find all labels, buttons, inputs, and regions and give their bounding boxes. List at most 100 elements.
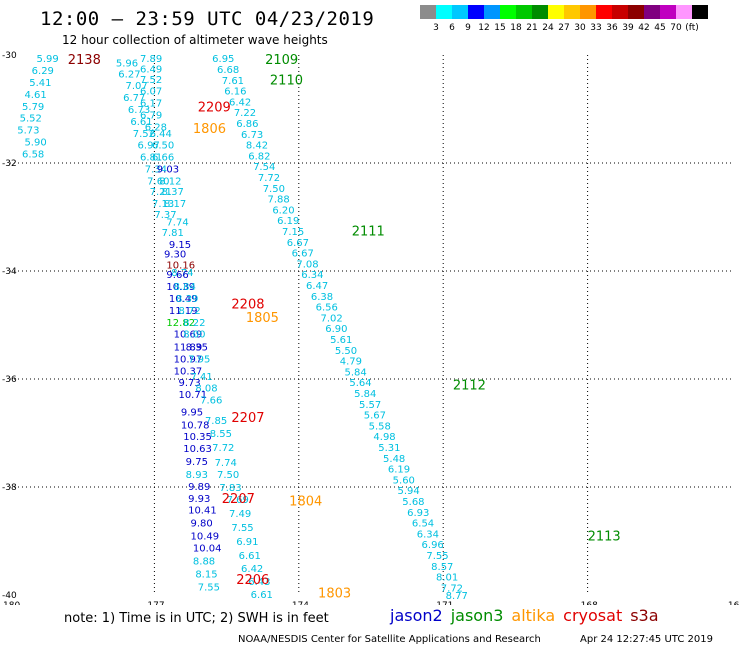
- wave-height-value: 6.95: [212, 54, 234, 65]
- wave-height-value: 10.37: [174, 366, 203, 377]
- wave-height-value: 6.86: [236, 119, 258, 130]
- wave-height-value: 10.63: [183, 444, 212, 455]
- wave-height-value: 7.08: [296, 259, 318, 270]
- wave-height-value: 10.97: [174, 354, 203, 365]
- wave-height-value: 10.04: [193, 543, 222, 554]
- color-scale-label: 70: [670, 23, 682, 33]
- wave-height-value: 6.77: [123, 93, 145, 104]
- color-scale-label: 15: [494, 23, 506, 33]
- color-scale-swatch: [580, 5, 596, 19]
- pass-label: 2113: [588, 530, 621, 545]
- wave-height-value: 6.67: [287, 238, 309, 249]
- wave-height-value: 4.98: [373, 432, 395, 443]
- color-scale-swatch: [548, 5, 564, 19]
- wave-height-value: 7.83: [219, 483, 241, 494]
- wave-height-value: 6.61: [130, 117, 152, 128]
- wave-height-value: 6.61: [251, 590, 273, 601]
- wave-height-value: 6.43: [248, 577, 270, 588]
- wave-height-value: 10.49: [191, 532, 220, 543]
- wave-height-value: 7.88: [268, 195, 290, 206]
- wave-height-value: 6.19: [388, 465, 410, 476]
- chart-subtitle: 12 hour collection of altimeter wave hei…: [62, 33, 328, 47]
- wave-height-value: 6.73: [241, 130, 263, 141]
- wave-height-value: 8.77: [446, 591, 468, 602]
- wave-height-value: 9.95: [181, 407, 203, 418]
- wave-height-value: 5.96: [116, 59, 138, 70]
- color-scale-label: 9: [465, 23, 471, 33]
- wave-height-value: 6.79: [140, 110, 162, 121]
- wave-height-value: 10.41: [188, 506, 217, 517]
- lat-tick-label: -34: [2, 267, 17, 277]
- pass-label: 2206: [236, 573, 269, 588]
- lat-tick-label: -40: [2, 591, 17, 601]
- color-scale-label: 42: [638, 23, 650, 33]
- wave-height-value: 7.49: [229, 509, 251, 520]
- wave-height-value: 8.93: [186, 470, 208, 481]
- wave-height-value: 6.68: [217, 65, 239, 76]
- footnote: note: 1) Time is in UTC; 2) SWH is in fe…: [64, 611, 329, 626]
- wave-height-value: 7.07: [126, 81, 148, 92]
- wave-height-value: 7.50: [263, 184, 285, 195]
- pass-label: 2138: [68, 53, 101, 68]
- wave-height-value: 8.88: [193, 556, 215, 567]
- wave-height-value: 4.79: [340, 357, 362, 368]
- wave-height-value: 6.16: [224, 87, 246, 98]
- wave-height-value: 6.91: [236, 537, 258, 548]
- wave-height-value: 6.66: [152, 153, 174, 164]
- wave-height-value: 7.55: [426, 551, 448, 562]
- legend-entry: cryosat: [563, 606, 623, 625]
- wave-height-value: 8.42: [246, 141, 268, 152]
- color-scale-swatch: [500, 5, 516, 19]
- wave-height-value: 6.42: [229, 97, 251, 108]
- wave-height-value: 7.69: [227, 495, 249, 506]
- wave-height-value: 9.93: [188, 494, 210, 505]
- wave-height-value: 8.15: [195, 569, 217, 580]
- wave-height-value: 12.82: [166, 318, 195, 329]
- wave-height-value: 5.58: [369, 421, 391, 432]
- color-scale-label: 36: [606, 23, 618, 33]
- wave-height-value: 8.22: [183, 318, 205, 329]
- wave-height-value: 6.34: [301, 270, 323, 281]
- wave-height-value: 6.58: [22, 149, 44, 160]
- pass-label: 2208: [231, 297, 264, 312]
- color-scale-label: 12: [478, 23, 490, 33]
- color-scale-swatch: [436, 5, 452, 19]
- wave-height-value: 10.71: [178, 390, 207, 401]
- color-scale-swatch: [420, 5, 436, 19]
- wave-height-value: 5.52: [20, 114, 42, 125]
- wave-height-value: 10.69: [174, 330, 203, 341]
- wave-height-value: 5.50: [335, 346, 357, 357]
- color-scale-label: (ft): [685, 23, 699, 33]
- satellite-legend: jason2 jason3 altika cryosat s3a: [390, 606, 667, 625]
- pass-label: 2207: [231, 411, 264, 426]
- color-scale-label: 18: [510, 23, 522, 33]
- wave-height-value: 7.72: [212, 443, 234, 454]
- lon-tick-label: -16: [725, 601, 740, 605]
- wave-height-value: 9.66: [166, 270, 188, 281]
- lon-tick-label: -168: [577, 601, 598, 605]
- wave-height-value: 7.74: [215, 458, 237, 469]
- color-scale-label: 30: [574, 23, 586, 33]
- wave-height-value: 7.89: [140, 54, 162, 65]
- wave-height-value: 6.27: [118, 69, 140, 80]
- wave-height-value: 7.21: [150, 187, 172, 198]
- color-scale-label: 39: [622, 23, 634, 33]
- wave-height-value: 10.49: [169, 294, 198, 305]
- color-scale-swatch: [468, 5, 484, 19]
- wave-height-value: 5.99: [36, 54, 58, 65]
- wave-height-value: 7.02: [320, 313, 342, 324]
- lon-tick-label: -177: [144, 601, 164, 605]
- wave-height-value: 8.17: [164, 199, 186, 210]
- color-scale-swatch: [628, 5, 644, 19]
- wave-height-value: 6.56: [316, 303, 338, 314]
- lat-tick-label: -36: [2, 375, 17, 385]
- wave-height-value: 6.34: [417, 529, 439, 540]
- wave-height-value: 6.07: [140, 87, 162, 98]
- wave-height-value: 6.29: [32, 66, 54, 77]
- wave-height-value: 9.89: [188, 482, 210, 493]
- pass-label: 1805: [246, 311, 279, 326]
- wave-height-value: 10.78: [181, 420, 210, 431]
- wave-height-value: 7.60: [147, 176, 169, 187]
- wave-height-value: 11.89: [174, 343, 203, 354]
- wave-height-value: 6.50: [152, 141, 174, 152]
